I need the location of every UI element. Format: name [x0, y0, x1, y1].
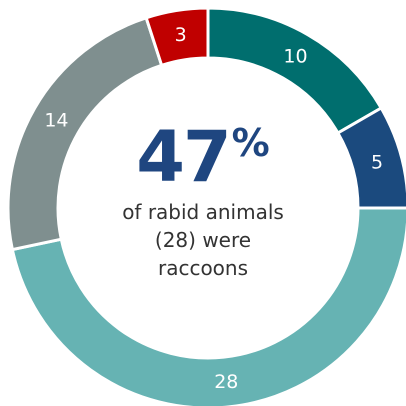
slice-label-3: 3 — [175, 24, 187, 46]
percent-sign: % — [231, 121, 270, 165]
slice-label-10: 10 — [283, 45, 307, 67]
caption-line-3: raccoons — [157, 256, 249, 280]
slice-28 — [10, 206, 406, 406]
headline-number: 47 — [136, 116, 231, 198]
slice-3 — [144, 6, 210, 68]
slice-group — [6, 6, 406, 406]
caption-line-1: of rabid animals — [122, 200, 284, 224]
headline-caption: of rabid animals (28) were raccoons — [83, 198, 323, 282]
center-summary: 47% of rabid animals (28) were raccoons — [83, 122, 323, 282]
slice-label-5: 5 — [371, 152, 383, 174]
label-group: 10 5 28 14 3 — [44, 24, 383, 393]
slice-label-14: 14 — [44, 110, 68, 132]
slice-label-28: 28 — [214, 371, 238, 393]
headline-percent: 47% — [83, 122, 323, 198]
caption-line-2: (28) were — [154, 228, 252, 252]
slice-10 — [206, 6, 384, 136]
